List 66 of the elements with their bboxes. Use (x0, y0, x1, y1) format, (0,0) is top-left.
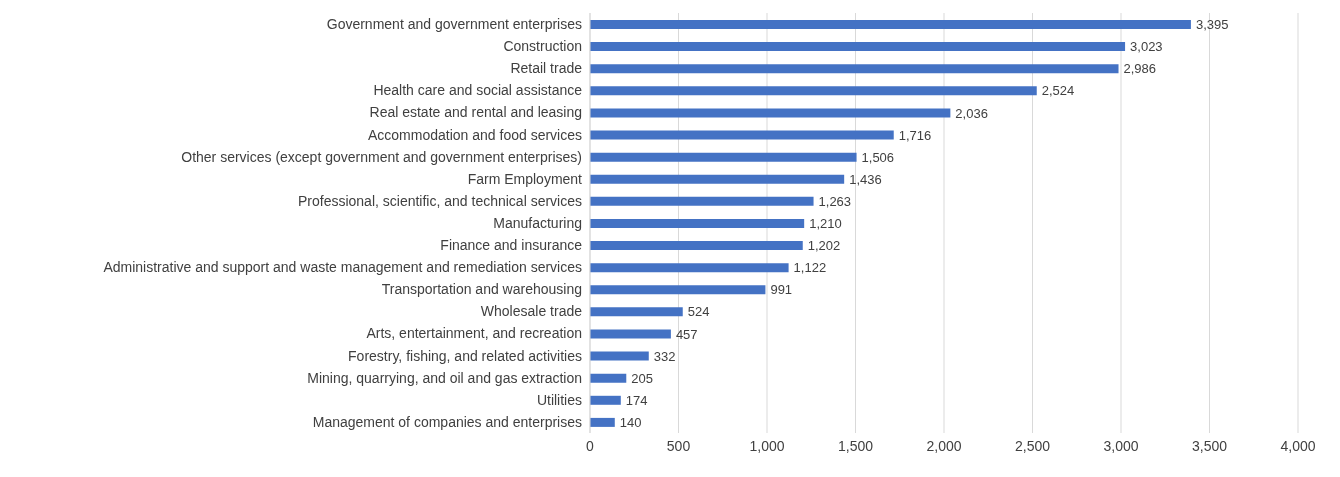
bar (590, 108, 951, 118)
data-label: 1,506 (861, 149, 895, 165)
bar (590, 263, 789, 273)
bar (590, 218, 805, 228)
y-tick-label: Finance and insurance (440, 237, 583, 254)
x-tick-label: 3,000 (1103, 437, 1139, 454)
y-tick-label: Health care and social assistance (373, 82, 583, 99)
y-tick-label: Government and government enterprises (326, 16, 582, 33)
y-tick-label: Real estate and rental and leasing (369, 104, 582, 121)
y-tick-label: Arts, entertainment, and recreation (366, 325, 582, 342)
x-tick-label: 0 (586, 437, 595, 454)
data-label: 332 (653, 348, 676, 364)
bar (590, 373, 627, 383)
y-tick-label: Management of companies and enterprises (312, 413, 582, 430)
data-label: 140 (619, 415, 642, 431)
x-tick-label: 500 (666, 437, 691, 454)
y-tick-label: Administrative and support and waste management and remediation services (103, 259, 582, 276)
y-tick-label: Construction (503, 38, 582, 55)
bar (590, 196, 814, 206)
y-tick-label: Retail trade (510, 60, 583, 77)
data-label: 1,263 (818, 193, 852, 209)
bar (590, 64, 1119, 74)
bar (590, 285, 766, 295)
data-label: 3,395 (1195, 17, 1229, 33)
y-tick-label: Wholesale trade (480, 303, 583, 320)
bar (590, 20, 1191, 29)
data-label: 524 (687, 304, 710, 320)
x-tick-label: 1,000 (749, 437, 785, 454)
data-label: 174 (625, 392, 648, 408)
y-tick-label: Mining, quarrying, and oil and gas extraction (307, 369, 582, 386)
bar (590, 130, 894, 140)
data-label: 1,210 (809, 216, 842, 232)
bar (590, 351, 649, 361)
bar (590, 241, 803, 251)
y-tick-label: Accommodation and food services (368, 126, 582, 143)
data-label: 2,524 (1041, 83, 1075, 99)
data-label: 1,716 (898, 127, 932, 143)
data-label: 457 (675, 326, 698, 342)
y-tick-label: Transportation and warehousing (381, 281, 582, 298)
bar (590, 329, 671, 339)
bar (590, 42, 1126, 52)
x-tick-label: 1,500 (837, 437, 874, 454)
data-label: 2,986 (1123, 61, 1157, 77)
y-tick-label: Manufacturing (493, 214, 582, 231)
y-tick-label: Farm Employment (467, 170, 583, 187)
x-tick-label: 2,000 (926, 437, 962, 454)
y-tick-label: Professional, scientific, and technical services (297, 192, 582, 209)
data-label: 3,023 (1130, 39, 1163, 55)
data-label: 991 (770, 282, 793, 298)
data-label: 1,122 (793, 260, 827, 276)
data-label: 205 (631, 370, 653, 386)
data-label: 2,036 (955, 105, 988, 121)
x-tick-label: 2,500 (1014, 437, 1051, 454)
bar (590, 174, 845, 184)
x-tick-label: 3,500 (1191, 437, 1228, 454)
data-label: 1,436 (849, 171, 882, 187)
y-tick-label: Forestry, fishing, and related activities (348, 347, 582, 364)
bar (590, 152, 857, 162)
bar (590, 395, 621, 405)
bar (590, 417, 615, 427)
data-label: 1,202 (807, 238, 841, 254)
y-tick-label: Utilities (536, 391, 582, 408)
bar (590, 86, 1037, 96)
x-tick-label: 4,000 (1280, 437, 1316, 454)
y-tick-label: Other services (except government and government enterprises) (181, 148, 582, 165)
bar (590, 307, 683, 317)
